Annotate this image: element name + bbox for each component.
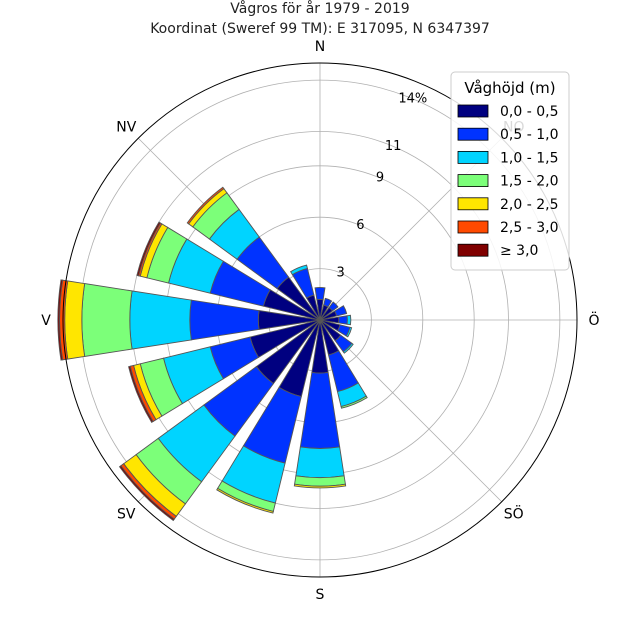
bar-sector-12-bin-4 xyxy=(64,280,86,360)
bar-sector-15-bin-2 xyxy=(290,264,308,276)
bar-sector-12-bin-2 xyxy=(129,290,192,350)
direction-label-3: SÖ xyxy=(504,505,524,523)
legend-swatch-1 xyxy=(457,127,489,141)
legend-swatch-0 xyxy=(457,104,489,118)
legend-swatch-6 xyxy=(457,243,489,257)
bar-sector-14-bin-5 xyxy=(186,186,225,225)
bar-sector-1-bin-1 xyxy=(323,297,333,308)
direction-label-0: N xyxy=(315,39,325,55)
direction-label-5: SV xyxy=(117,507,136,523)
bar-sector-9-bin-4 xyxy=(216,487,274,514)
rose-bars xyxy=(57,186,368,522)
grid-spoke-3 xyxy=(319,319,503,503)
radial-tick-0: 3 xyxy=(337,266,345,281)
legend-label-3: 1,5 - 2,0 xyxy=(500,174,558,190)
legend-label-1: 0,5 - 1,0 xyxy=(500,127,558,143)
chart-subtitle: Koordinat (Sweref 99 TM): E 317095, N 63… xyxy=(150,21,490,37)
bar-sector-7-bin-3 xyxy=(340,395,368,409)
bar-sector-4-bin-1 xyxy=(338,315,348,325)
bar-sector-8-bin-1 xyxy=(299,371,341,449)
legend-swatch-3 xyxy=(457,174,489,188)
legend-swatch-2 xyxy=(457,150,489,164)
legend-swatch-5 xyxy=(457,220,489,234)
legend-label-2: 1,0 - 1,5 xyxy=(500,150,558,166)
radial-tick-labels: 3 6 9 11 14% xyxy=(337,91,428,280)
bar-sector-13-bin-6 xyxy=(136,221,162,277)
bar-sector-0-bin-1 xyxy=(314,286,326,301)
bar-sector-8-bin-3 xyxy=(294,475,346,487)
bar-sector-10-bin-6 xyxy=(118,465,175,522)
legend-label-4: 2,0 - 2,5 xyxy=(500,197,558,213)
direction-label-2: Ö xyxy=(588,311,599,329)
bar-sector-6-bin-2 xyxy=(342,342,354,354)
bar-sector-8-bin-2 xyxy=(295,446,345,479)
bar-sector-12-bin-6 xyxy=(57,279,64,361)
direction-label-4: S xyxy=(316,587,325,603)
polar-frame xyxy=(62,62,578,578)
bar-sector-12-bin-3 xyxy=(81,283,133,357)
outer-circle xyxy=(62,62,578,578)
legend-label-0: 0,0 - 0,5 xyxy=(500,104,558,120)
direction-label-6: V xyxy=(41,313,51,329)
radial-tick-1: 6 xyxy=(356,218,364,233)
legend-box xyxy=(450,71,570,271)
direction-label-7: NV xyxy=(116,119,136,135)
bar-sector-12-bin-1 xyxy=(189,299,260,341)
radial-tick-3: 11 xyxy=(385,139,402,154)
radial-tick-2: 9 xyxy=(376,171,384,186)
bar-sector-3-bin-1 xyxy=(334,305,348,317)
bar-sector-5-bin-2 xyxy=(345,326,353,338)
bar-sector-2-bin-1 xyxy=(328,301,339,312)
bar-sector-8-bin-4 xyxy=(293,483,347,489)
legend-label-5: 2,5 - 3,0 xyxy=(500,220,558,236)
bar-sector-11-bin-6 xyxy=(128,365,154,423)
legend-title: Våghöjd (m) xyxy=(464,79,555,97)
legend-label-6: ≥ 3,0 xyxy=(500,243,538,259)
legend-swatch-4 xyxy=(457,197,489,211)
chart-title: Vågros för år 1979 - 2019 xyxy=(230,0,409,17)
bar-sector-4-bin-2 xyxy=(346,314,352,326)
radial-tick-4: 14% xyxy=(398,91,427,106)
legend: Våghöjd (m) 0,0 - 0,5 0,5 - 1,0 1,0 - 1,5 1,… xyxy=(450,71,570,271)
